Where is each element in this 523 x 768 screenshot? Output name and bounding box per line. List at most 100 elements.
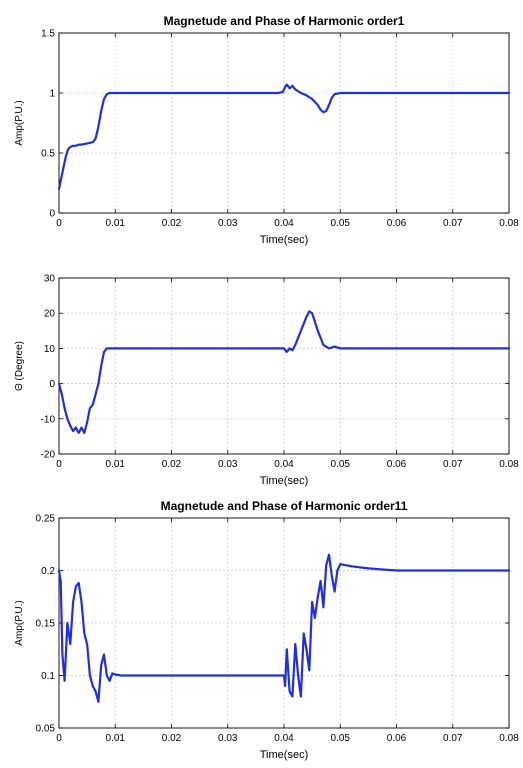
data-point [170, 92, 173, 94]
data-point [339, 92, 342, 94]
x-tick-label: 0.04 [274, 459, 294, 470]
x-tick-label: 0.01 [106, 459, 126, 470]
x-tick-label: 0.06 [387, 218, 407, 229]
y-tick-label: 0 [49, 209, 55, 220]
data-point [302, 632, 305, 635]
data-point [91, 685, 94, 687]
data-point [105, 347, 108, 350]
y-tick-label: 0 [49, 379, 55, 390]
data-point [291, 695, 294, 698]
data-point [291, 349, 294, 352]
chart-panel-2: 0 0.01 0.02 0.03 0.04 0.05 0.06 0.07 0.08 -20 -10 0… [14, 274, 519, 488]
data-point [316, 595, 319, 598]
data-point [226, 347, 229, 350]
data-point [64, 155, 67, 158]
data-point [100, 664, 103, 666]
y-tick-label: 0.1 [41, 671, 55, 682]
data-point [105, 674, 108, 677]
data-point [60, 393, 63, 396]
x-tick-label: 0.01 [106, 733, 126, 744]
data-point [86, 421, 88, 424]
data-point [316, 104, 319, 106]
y-tick-label: 30 [44, 274, 56, 285]
data-point [89, 674, 91, 677]
data-point [72, 144, 74, 147]
data-point [322, 111, 325, 114]
x-tick-label: 0 [56, 733, 62, 744]
data-point [330, 96, 333, 99]
data-point [333, 93, 336, 96]
data-point [103, 351, 105, 353]
data-point [86, 142, 88, 145]
data-point [66, 622, 69, 624]
x-tick-label: 0.04 [274, 733, 294, 744]
data-point [319, 580, 322, 582]
data-point [226, 92, 229, 94]
x-tick-label: 0.08 [499, 459, 519, 470]
data-point [305, 94, 308, 97]
data-point [282, 90, 284, 93]
y-axis-label: Amp(P.U.) [14, 100, 25, 145]
data-point [61, 653, 64, 656]
data-point [83, 632, 86, 635]
x-tick-label: 0 [56, 218, 62, 229]
data-point [80, 426, 83, 429]
data-point [108, 347, 111, 350]
series-line [57, 553, 511, 703]
y-tick-label: -10 [41, 414, 56, 425]
data-point [328, 347, 330, 350]
data-point [311, 98, 313, 100]
data-point [75, 426, 77, 429]
data-point [105, 93, 108, 96]
x-tick-label: 0.01 [106, 218, 126, 229]
data-point [336, 569, 339, 572]
y-axis-label: Amp(P.U.) [14, 600, 25, 645]
x-tick-label: 0.07 [443, 459, 463, 470]
data-point [333, 345, 336, 348]
data-point [58, 569, 60, 572]
data-point [283, 674, 285, 677]
data-point [100, 110, 103, 112]
data-point [114, 347, 117, 350]
y-tick-label: 20 [44, 309, 56, 320]
data-point [308, 669, 311, 672]
y-tick-label: -20 [41, 450, 56, 461]
x-tick-label: 0.07 [443, 733, 463, 744]
x-tick-label: 0.07 [443, 218, 463, 229]
data-point [508, 92, 510, 94]
data-point [103, 98, 105, 100]
data-point [86, 643, 88, 645]
data-point [58, 188, 60, 190]
data-point [67, 148, 69, 151]
data-point [226, 674, 229, 677]
data-point [283, 347, 285, 350]
data-point [80, 143, 83, 146]
data-point [91, 403, 94, 406]
x-axis-label: Time(sec) [260, 749, 308, 761]
x-axis-label: Time(sec) [260, 475, 308, 487]
data-point [291, 84, 294, 87]
data-point [103, 653, 105, 656]
x-tick-label: 0.05 [331, 218, 351, 229]
data-point [94, 690, 97, 693]
data-point [114, 673, 117, 676]
data-point [350, 565, 353, 568]
data-point [285, 648, 288, 651]
data-point [305, 315, 308, 318]
data-point [284, 86, 286, 88]
data-point [300, 695, 302, 698]
data-point [63, 679, 66, 682]
x-tick-label: 0 [56, 459, 62, 470]
data-point [300, 92, 302, 94]
data-point [69, 424, 72, 427]
data-point [325, 564, 328, 567]
chart-panel-3: 0 0.01 0.02 0.03 0.04 0.05 0.06 0.07 0.08 0.05 0.1… [14, 499, 519, 761]
x-tick-label: 0.02 [162, 459, 182, 470]
data-point [395, 347, 398, 350]
x-tick-label: 0.02 [162, 733, 182, 744]
data-point [294, 88, 297, 91]
data-point [59, 179, 62, 182]
x-tick-label: 0.08 [499, 733, 519, 744]
data-point [319, 108, 322, 111]
